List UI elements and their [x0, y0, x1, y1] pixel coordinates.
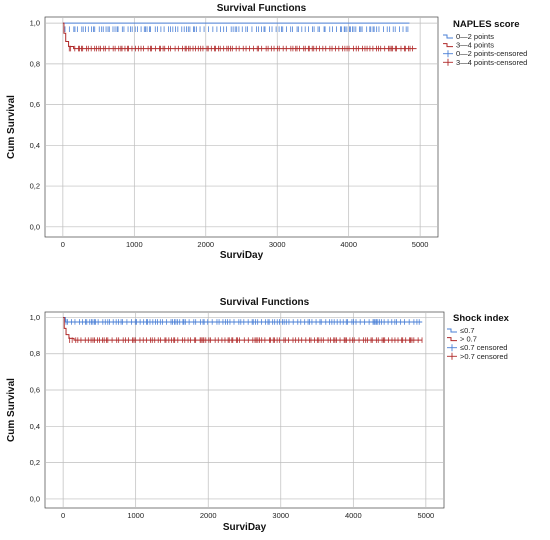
chart-2: 0 1000 2000 3000 4000 5000 0,0 0,2 0,4 0,6 0,8 1,0 S… — [6, 297, 510, 533]
legend-entry: 3—4 points-censored — [456, 58, 527, 67]
survival-curve-2 — [63, 316, 423, 341]
legend-title: NAPLES score — [453, 19, 520, 30]
legend-swatch-line — [447, 328, 457, 333]
legend-swatch-line — [447, 337, 457, 342]
censor-marks-1 — [65, 319, 420, 325]
x-tick-label: 3000 — [272, 511, 289, 520]
x-axis-label: SurviDay — [223, 522, 267, 533]
y-tick-label: 0,6 — [30, 100, 40, 109]
y-tick-label: 0,0 — [30, 222, 40, 231]
x-tick-label: 0 — [61, 240, 65, 249]
y-tick-label: 1,0 — [30, 19, 40, 28]
legend-entry: 0—2 points-censored — [456, 49, 527, 58]
plot-area — [44, 16, 439, 238]
y-tick-label: 0,0 — [30, 494, 40, 503]
x-tick-label: 2000 — [200, 511, 217, 520]
legend-entry: > 0.7 — [460, 335, 477, 344]
x-tick-label: 2000 — [197, 240, 214, 249]
x-tick-label: 4000 — [345, 511, 362, 520]
y-axis-label: Cum Survival — [6, 378, 17, 442]
x-tick-label: 1000 — [126, 240, 143, 249]
y-tick-label: 0,8 — [30, 349, 40, 358]
y-tick-label: 1,0 — [30, 313, 40, 322]
survival-curve-2 — [62, 22, 417, 50]
legend-entry: 3—4 points — [456, 41, 494, 50]
y-tick-label: 0,4 — [30, 422, 40, 431]
chart-title: Survival Functions — [217, 3, 307, 14]
y-tick-label: 0,6 — [30, 386, 40, 395]
y-tick-label: 0,4 — [30, 141, 40, 150]
y-tick-label: 0,2 — [30, 458, 40, 467]
x-tick-label: 0 — [61, 511, 65, 520]
censor-marks-2 — [68, 45, 413, 52]
legend-swatch-line — [443, 34, 453, 39]
chart-title: Survival Functions — [220, 297, 310, 308]
legend-entry: >0.7 censored — [460, 352, 508, 361]
y-tick-label: 0,2 — [30, 182, 40, 191]
chart-1: 0 1000 2000 3000 4000 5000 0,0 0,2 0,4 0,6 0,8 1,0 S… — [6, 3, 527, 261]
censor-marks-2 — [69, 337, 423, 343]
legend-entry: ≤0.7 censored — [460, 343, 507, 352]
plot-area — [44, 311, 445, 509]
x-tick-label: 3000 — [269, 240, 286, 249]
x-tick-label: 4000 — [340, 240, 357, 249]
censor-marks-1 — [64, 26, 409, 33]
x-tick-label: 5000 — [418, 511, 435, 520]
y-axis-label: Cum Survival — [6, 95, 17, 159]
y-tick-label: 0,8 — [30, 59, 40, 68]
legend-title: Shock index — [453, 313, 510, 324]
x-tick-label: 1000 — [127, 511, 144, 520]
x-axis-label: SurviDay — [220, 250, 264, 261]
legend-swatch-line — [443, 43, 453, 48]
legend-entry: 0—2 points — [456, 32, 494, 41]
x-tick-label: 5000 — [412, 240, 429, 249]
legend-entry: ≤0.7 — [460, 326, 475, 335]
